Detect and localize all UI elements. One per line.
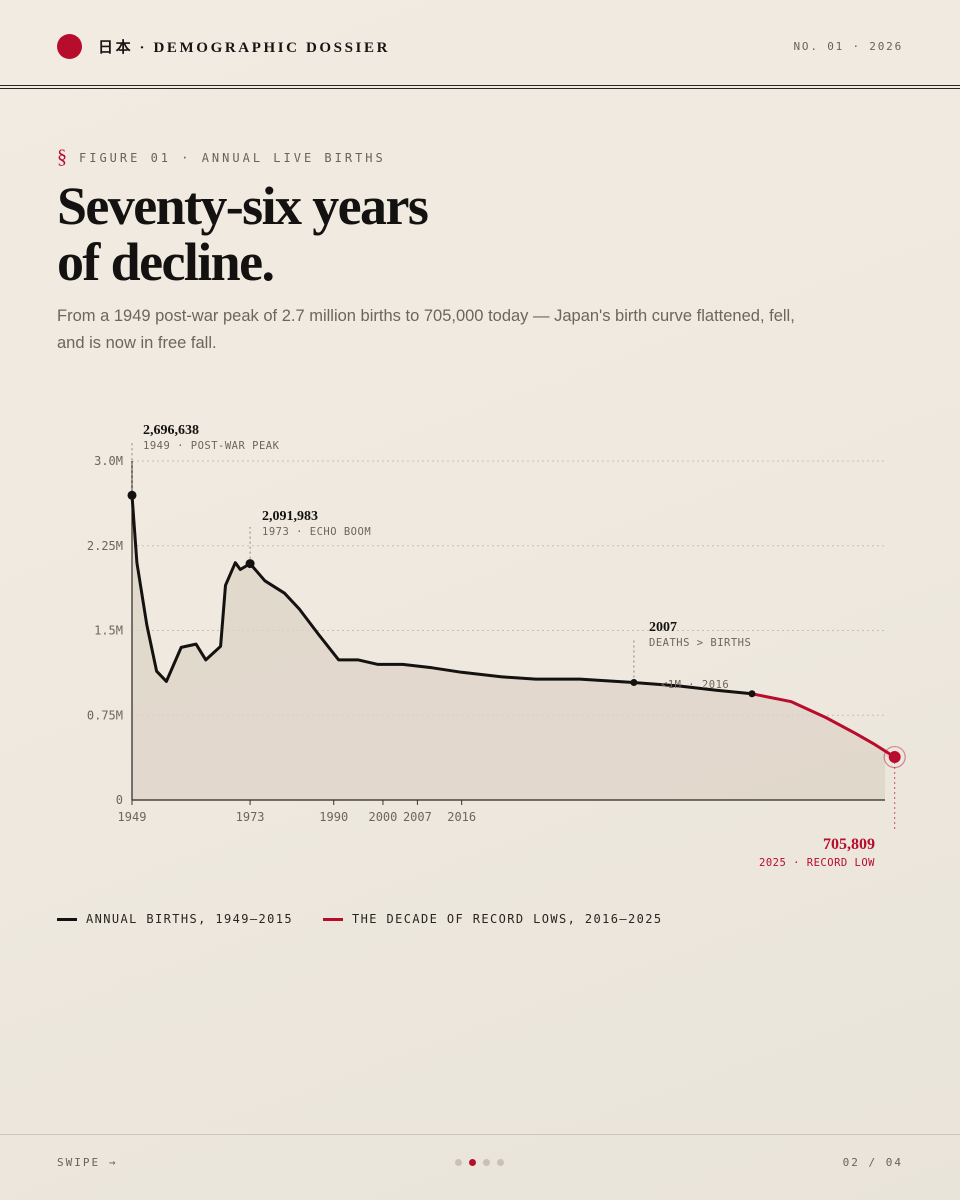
crossover-point xyxy=(630,678,638,686)
y-tick-label: 0.75M xyxy=(87,708,123,722)
echo-boom-value: 2,091,983 xyxy=(262,509,318,524)
below-1m-label: <1M · 2016 xyxy=(661,679,729,691)
peak-value: 2,696,638 xyxy=(143,423,199,438)
x-tick-label: 2016 xyxy=(447,810,476,824)
header: 日本 · DEMOGRAPHIC DOSSIER NO. 01 · 2026 xyxy=(57,34,903,62)
x-tick-label: 1990 xyxy=(319,810,348,824)
area-fill xyxy=(132,495,895,800)
record-low-label: 2025 · RECORD LOW xyxy=(759,857,875,869)
x-tick-label: 1973 xyxy=(236,810,265,824)
page-dot-4[interactable] xyxy=(497,1159,504,1166)
echo-boom-point xyxy=(245,559,255,569)
crossover-label: DEATHS > BIRTHS xyxy=(649,637,751,649)
page-dot-3[interactable] xyxy=(483,1159,490,1166)
headline-line-2: of decline. xyxy=(57,232,275,292)
axes xyxy=(131,461,885,805)
record-low-halo xyxy=(883,745,906,769)
dek: From a 1949 post-war peak of 2.7 million… xyxy=(57,307,795,352)
series-lines xyxy=(130,493,897,759)
series-line-record-lows xyxy=(750,692,897,759)
record-low-value: 705,809 xyxy=(823,836,875,853)
series-line-annual-births xyxy=(130,493,754,696)
issue-number: NO. 01 · 2026 xyxy=(793,40,903,53)
page-dot-1[interactable] xyxy=(455,1159,462,1166)
legend-item-record-lows: THE DECADE OF RECORD LOWS, 2016–2025 xyxy=(323,912,663,926)
legend-label: THE DECADE OF RECORD LOWS, 2016–2025 xyxy=(352,912,663,926)
brand-title: 日本 · DEMOGRAPHIC DOSSIER xyxy=(98,40,391,56)
y-tick-label: 0 xyxy=(116,793,123,807)
crossover-year: 2007 xyxy=(649,620,677,635)
footer-divider xyxy=(0,1134,960,1135)
headline-line-1: Seventy-six years xyxy=(57,176,429,236)
section-mark: § xyxy=(57,146,67,168)
x-tick-label: 2000 xyxy=(368,810,397,824)
x-tick-label: 1949 xyxy=(118,810,147,824)
page-dot-2-active[interactable] xyxy=(469,1159,476,1166)
below-1m-point xyxy=(748,690,756,698)
figure-label: FIGURE 01 · ANNUAL LIVE BIRTHS xyxy=(79,150,386,165)
y-tick-label: 3.0M xyxy=(94,454,123,468)
echo-boom-label: 1973 · ECHO BOOM xyxy=(262,526,371,538)
tick-labels: 0 0.75M 1.5M 2.25M 3.0M 1949 1973 1990 2000 2007 2… xyxy=(87,454,476,824)
legend-item-annual-births: ANNUAL BIRTHS, 1949–2015 xyxy=(57,912,293,926)
legend-swatch-black xyxy=(57,917,77,921)
header-divider-secondary xyxy=(0,88,960,89)
figure-eyebrow: § FIGURE 01 · ANNUAL LIVE BIRTHS xyxy=(57,146,386,169)
births-line-chart: 2,696,638 1949 · POST-WAR PEAK 2,091,983 19… xyxy=(87,423,906,869)
y-tick-label: 1.5M xyxy=(94,624,123,638)
headline: Seventy-six years of decline. xyxy=(57,178,757,290)
page-counter: 02 / 04 xyxy=(842,1156,903,1169)
legend-swatch-red xyxy=(323,917,343,921)
x-tick-label: 2007 xyxy=(403,810,432,824)
y-tick-label: 2.25M xyxy=(87,539,123,553)
rising-sun-icon xyxy=(57,34,82,59)
header-divider xyxy=(0,85,960,86)
pagination-dots xyxy=(455,1159,511,1166)
swipe-hint[interactable]: SWIPE → xyxy=(57,1156,118,1169)
legend-label: ANNUAL BIRTHS, 1949–2015 xyxy=(86,912,293,926)
annotations: 2,696,638 1949 · POST-WAR PEAK 2,091,983 19… xyxy=(127,423,906,869)
record-low-point xyxy=(888,751,901,764)
peak-label: 1949 · POST-WAR PEAK xyxy=(143,440,280,452)
brand: 日本 · DEMOGRAPHIC DOSSIER xyxy=(57,34,390,59)
legend: ANNUAL BIRTHS, 1949–2015 THE DECADE OF R… xyxy=(57,912,693,926)
peak-point xyxy=(127,490,137,500)
